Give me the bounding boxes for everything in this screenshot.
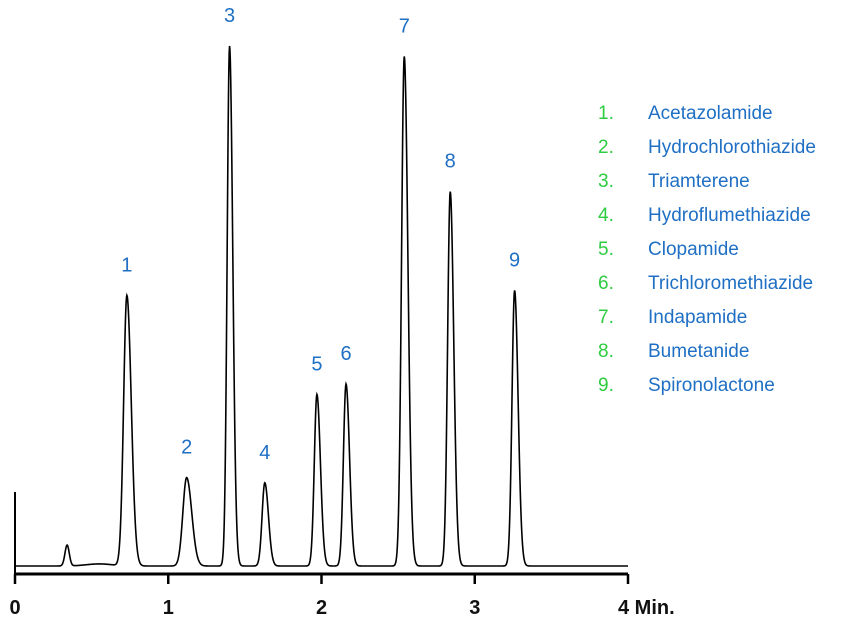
legend-compound-name: Acetazolamide <box>648 103 773 124</box>
legend-number: 7. <box>598 307 614 328</box>
chromatogram-trace <box>15 45 628 567</box>
legend-item: 5. Clopamide <box>598 236 816 270</box>
legend-item: 2. Hydrochlorothiazide <box>598 134 816 168</box>
peak-label-5: 5 <box>311 353 322 375</box>
legend-item: 8. Bumetanide <box>598 338 816 372</box>
peak-label-2: 2 <box>181 437 192 459</box>
peak-label-1: 1 <box>121 255 132 277</box>
legend-number: 2. <box>598 137 614 158</box>
legend-number: 3. <box>598 171 614 192</box>
legend-compound-name: Hydrochlorothiazide <box>648 137 816 158</box>
legend-number: 1. <box>598 103 614 124</box>
x-tick-label: 0 <box>9 597 20 619</box>
peak-label-4: 4 <box>259 442 270 464</box>
peak-label-6: 6 <box>340 343 351 365</box>
legend-compound-name: Indapamide <box>648 307 748 328</box>
legend-compound-name: Clopamide <box>648 239 739 260</box>
legend-item: 4. Hydroflumethiazide <box>598 202 816 236</box>
legend-compound-name: Triamterene <box>648 171 750 192</box>
legend-number: 8. <box>598 341 614 362</box>
x-tick-label: 1 <box>163 597 174 619</box>
legend-item: 6. Trichloromethiazide <box>598 270 816 304</box>
peak-label-7: 7 <box>399 15 410 37</box>
legend-item: 1. Acetazolamide <box>598 100 816 134</box>
legend-item: 3. Triamterene <box>598 168 816 202</box>
peak-label-3: 3 <box>224 5 235 27</box>
legend-compound-name: Trichloromethiazide <box>648 273 814 294</box>
legend-item: 7. Indapamide <box>598 304 816 338</box>
legend-item: 9. Spironolactone <box>598 372 816 406</box>
legend-number: 9. <box>598 375 614 396</box>
legend-number: 6. <box>598 273 614 294</box>
peak-labels: 1 2 3 4 5 6 7 8 9 <box>121 5 520 464</box>
legend-compound-name: Bumetanide <box>648 341 750 362</box>
x-tick-label: 3 <box>469 597 480 619</box>
x-tick-label: 4 Min. <box>618 597 675 619</box>
legend-compound-name: Spironolactone <box>648 375 775 396</box>
x-tick-labels: 0 1 2 3 4 Min. <box>9 597 674 619</box>
axes <box>13 492 630 584</box>
legend-number: 4. <box>598 205 614 226</box>
peak-label-9: 9 <box>509 249 520 271</box>
legend-number: 5. <box>598 239 614 260</box>
x-tick-label: 2 <box>316 597 327 619</box>
peak-label-8: 8 <box>445 151 456 173</box>
legend-compound-name: Hydroflumethiazide <box>648 205 811 226</box>
legend: 1. Acetazolamide 2. Hydrochlorothiazide 3. Tr… <box>598 100 816 406</box>
